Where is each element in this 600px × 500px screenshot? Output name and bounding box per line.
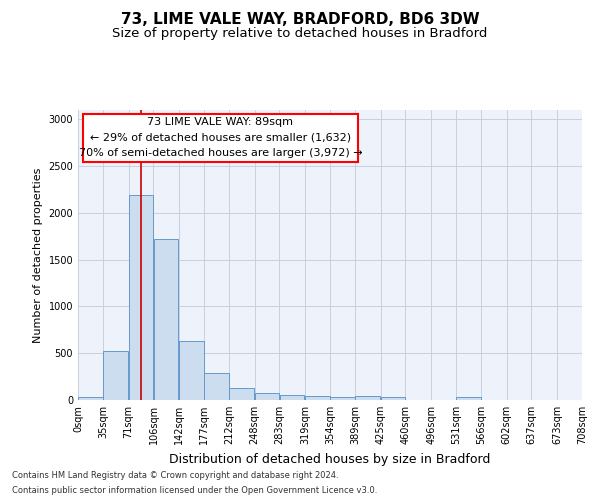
- FancyBboxPatch shape: [83, 114, 358, 162]
- Bar: [78, 397, 103, 400]
- Bar: [204, 373, 229, 400]
- Bar: [305, 396, 330, 400]
- Bar: [255, 393, 279, 400]
- Text: 73, LIME VALE WAY, BRADFORD, BD6 3DW: 73, LIME VALE WAY, BRADFORD, BD6 3DW: [121, 12, 479, 28]
- Bar: [330, 396, 355, 400]
- Bar: [229, 388, 254, 400]
- Bar: [355, 396, 380, 400]
- Text: Size of property relative to detached houses in Bradford: Size of property relative to detached ho…: [112, 28, 488, 40]
- Bar: [129, 195, 153, 400]
- Y-axis label: Number of detached properties: Number of detached properties: [33, 168, 43, 342]
- Text: Contains HM Land Registry data © Crown copyright and database right 2024.: Contains HM Land Registry data © Crown c…: [12, 471, 338, 480]
- Text: Contains public sector information licensed under the Open Government Licence v3: Contains public sector information licen…: [12, 486, 377, 495]
- Bar: [381, 396, 405, 400]
- Bar: [154, 239, 178, 400]
- Bar: [179, 340, 204, 400]
- Text: ← 29% of detached houses are smaller (1,632): ← 29% of detached houses are smaller (1,…: [90, 132, 351, 142]
- Bar: [103, 352, 128, 400]
- Bar: [280, 396, 304, 400]
- Bar: [456, 397, 481, 400]
- X-axis label: Distribution of detached houses by size in Bradford: Distribution of detached houses by size …: [169, 452, 491, 466]
- Text: 73 LIME VALE WAY: 89sqm: 73 LIME VALE WAY: 89sqm: [148, 118, 293, 128]
- Text: 70% of semi-detached houses are larger (3,972) →: 70% of semi-detached houses are larger (…: [79, 148, 362, 158]
